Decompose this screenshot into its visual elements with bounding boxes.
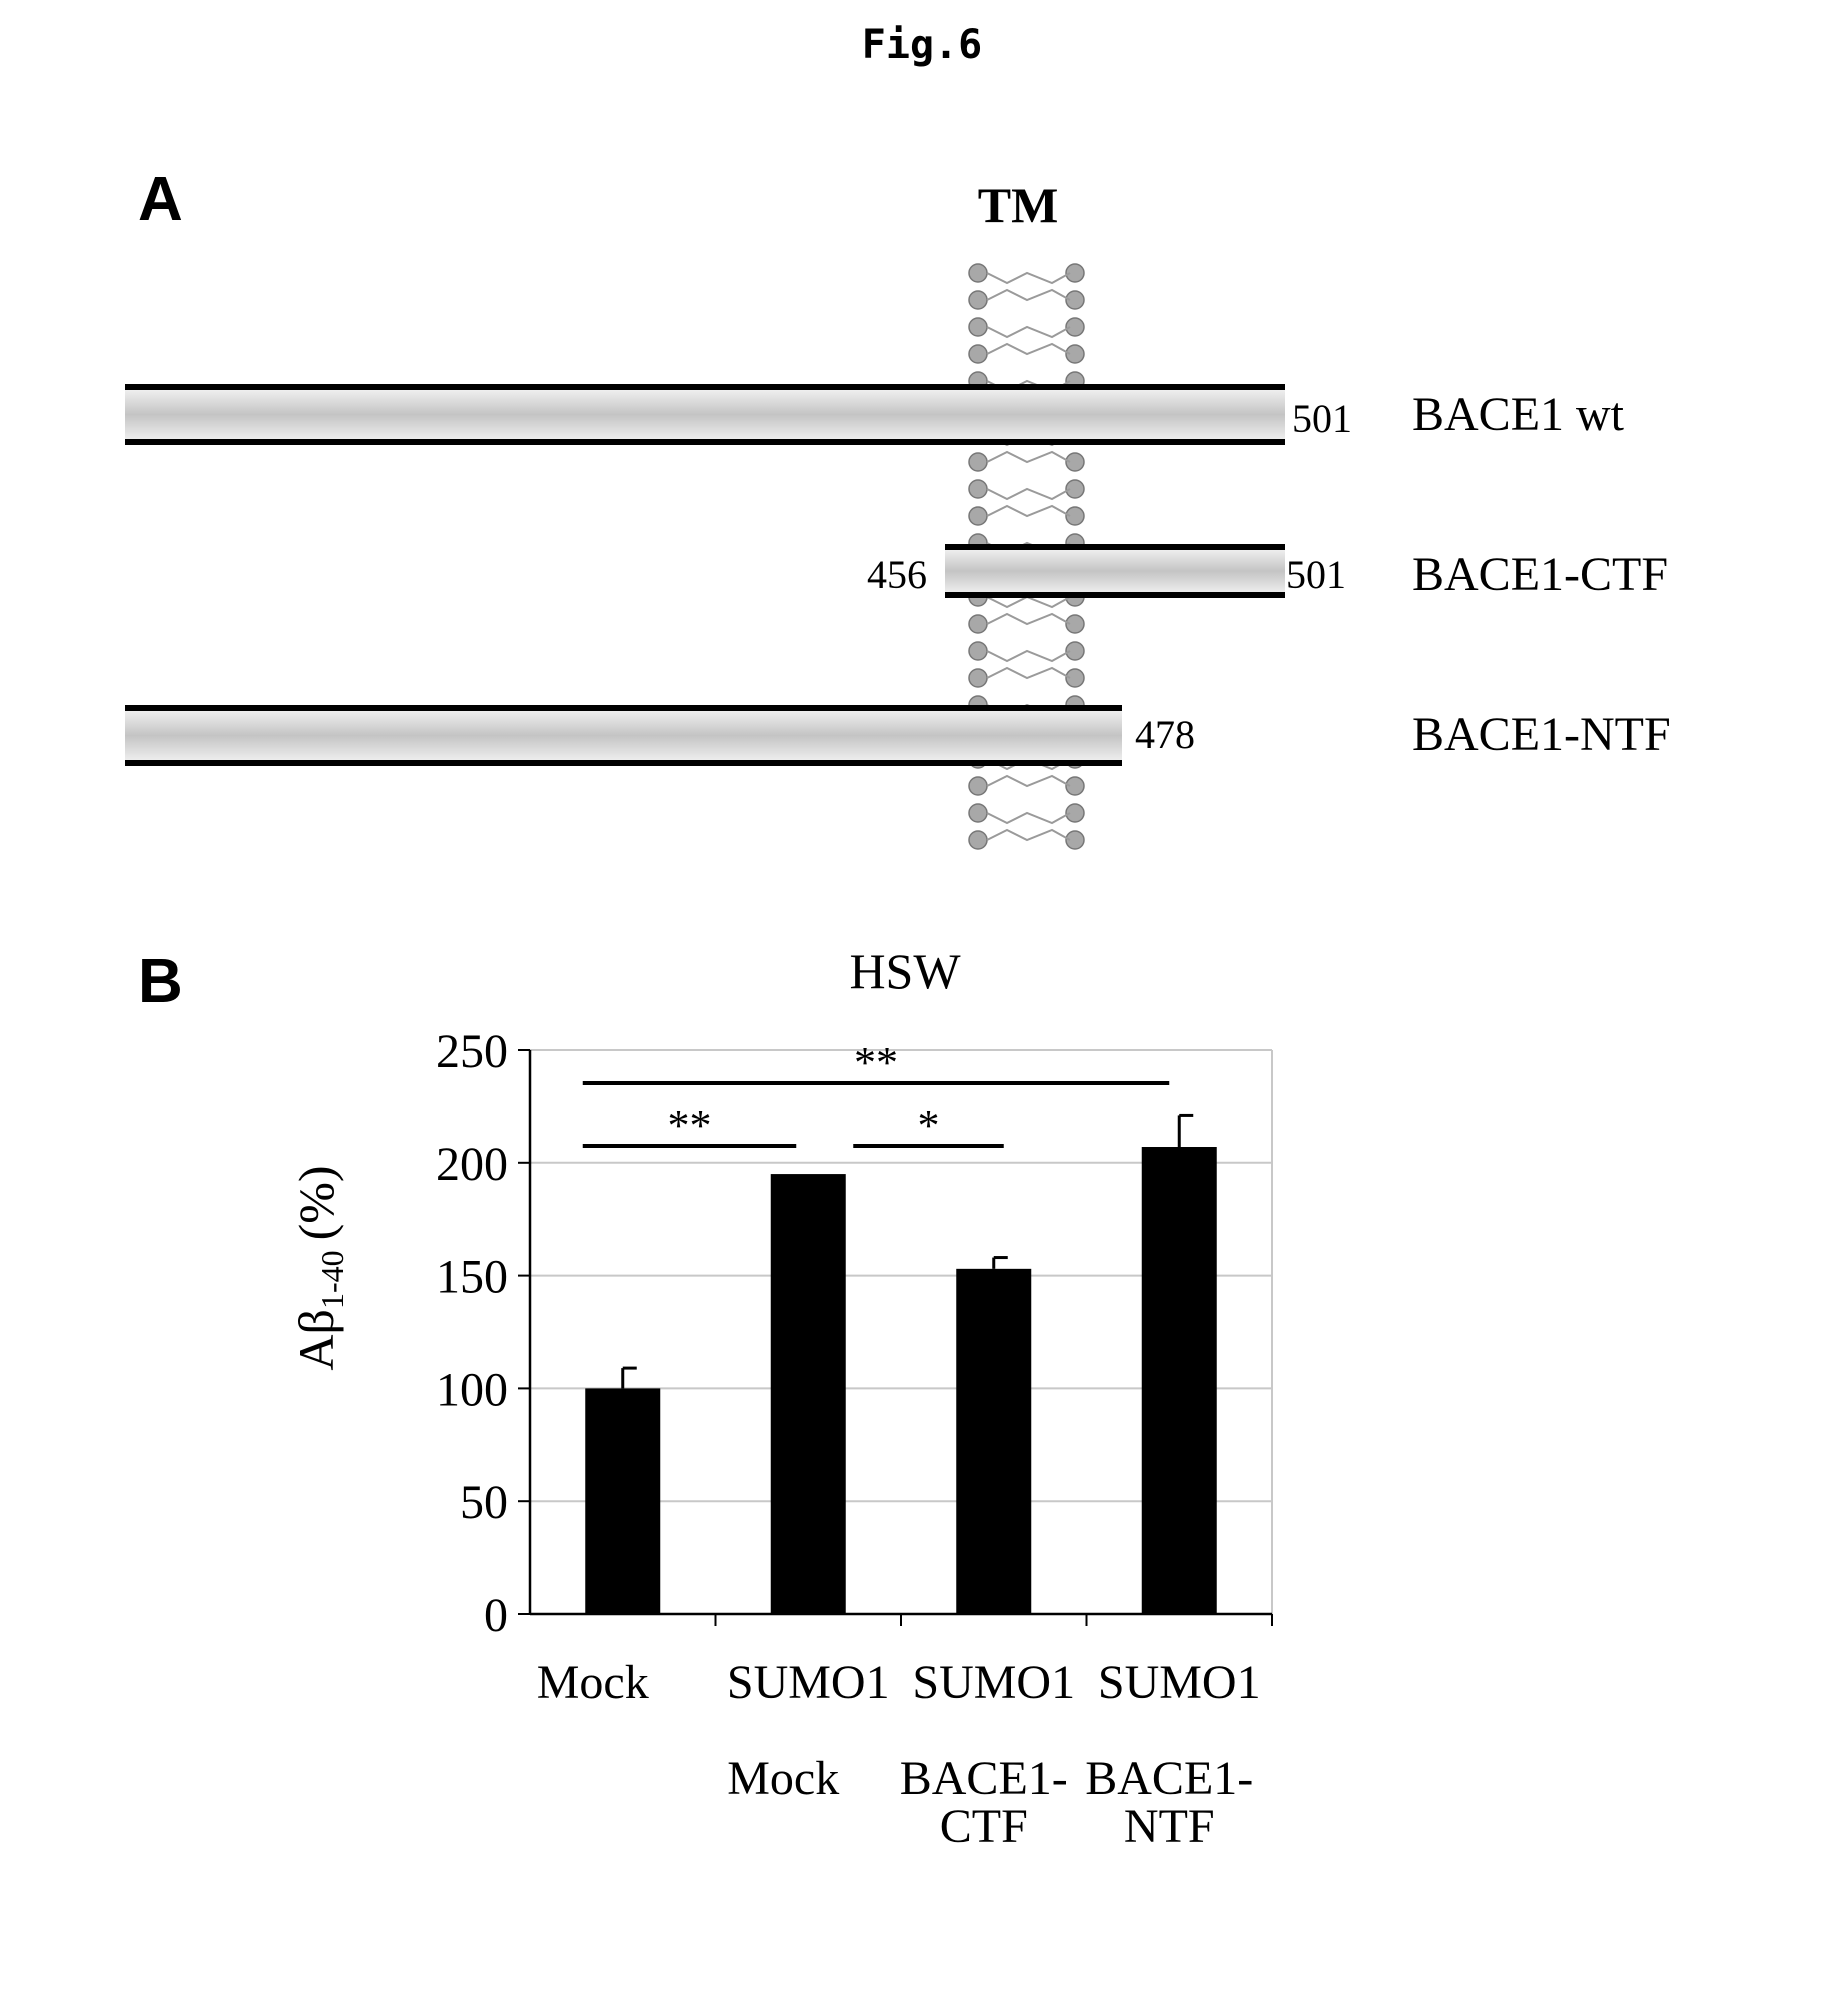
x-category-label: SUMO1 xyxy=(912,1656,1075,1709)
construct-bace1-ntf xyxy=(125,708,1122,763)
y-axis-label-main: Aβ xyxy=(288,1309,344,1371)
bar xyxy=(956,1269,1031,1614)
bace1-wt-name: BACE1 wt xyxy=(1412,388,1625,441)
y-axis-label: Aβ1-40 (%) xyxy=(288,1165,350,1370)
construct-bace1-wt xyxy=(125,387,1285,442)
bar-chart: 050100150200250 MockSUMO1MockSUMO1BACE1-… xyxy=(436,1025,1272,1853)
lipid-tail xyxy=(987,597,1070,607)
lipid-head-left xyxy=(969,642,987,660)
lipid-tail xyxy=(987,506,1070,516)
lipid-head-left xyxy=(969,615,987,633)
lipid-head-left xyxy=(969,777,987,795)
lipid-tail xyxy=(987,614,1070,624)
tm-label: TM xyxy=(978,177,1059,233)
significance-label: ** xyxy=(668,1101,712,1150)
lipid-tail xyxy=(987,452,1070,462)
x-category-label: CTF xyxy=(940,1800,1028,1853)
panel-a-label: A xyxy=(138,165,183,234)
bar xyxy=(585,1388,660,1614)
lipid-head-left xyxy=(969,345,987,363)
lipid-head-left xyxy=(969,264,987,282)
y-axis-label-subscript: 1-40 xyxy=(314,1250,350,1309)
lipid-tail xyxy=(987,327,1070,337)
chart-title: HSW xyxy=(849,943,961,999)
figure-title: Fig.6 xyxy=(862,22,982,68)
bar xyxy=(1142,1147,1217,1614)
lipid-tail xyxy=(987,290,1070,300)
lipid-head-left xyxy=(969,669,987,687)
x-category-label: Mock xyxy=(537,1656,649,1709)
x-category-label: Mock xyxy=(727,1752,839,1805)
y-axis-label-unit: (%) xyxy=(288,1165,344,1240)
significance-markers: ***** xyxy=(583,1038,1170,1150)
construct-bace1-ctf xyxy=(945,547,1285,595)
y-tick-labels: 0 50 100 150 200 250 xyxy=(436,1025,508,1642)
bace1-ctf-start-label: 456 xyxy=(867,552,927,597)
lipid-tail xyxy=(987,344,1070,354)
significance-label: * xyxy=(918,1101,940,1150)
bars xyxy=(585,1147,1217,1614)
lipid-head-left xyxy=(969,507,987,525)
lipid-tail xyxy=(987,651,1070,661)
x-category-label: SUMO1 xyxy=(1098,1656,1261,1709)
lipid-tail xyxy=(987,813,1070,823)
y-tick-label: 200 xyxy=(436,1138,508,1191)
y-tick-label: 100 xyxy=(436,1363,508,1416)
significance-label: ** xyxy=(854,1038,898,1087)
lipid-head-left xyxy=(969,804,987,822)
y-tick-label: 50 xyxy=(460,1476,508,1529)
bace1-ctf-name: BACE1-CTF xyxy=(1412,548,1668,601)
y-tick-label: 0 xyxy=(484,1589,508,1642)
lipid-tail xyxy=(987,668,1070,678)
x-category-label: SUMO1 xyxy=(727,1656,890,1709)
bace1-wt-bar xyxy=(125,387,1285,442)
lipid-head-left xyxy=(969,453,987,471)
lipid-tail xyxy=(987,776,1070,786)
bar xyxy=(771,1174,846,1614)
error-bars xyxy=(623,1115,1194,1388)
y-tick-label: 250 xyxy=(436,1025,508,1078)
bace1-ntf-end-label: 478 xyxy=(1135,712,1195,757)
bace1-ctf-bar xyxy=(945,547,1285,595)
x-category-label: BACE1- xyxy=(900,1752,1068,1805)
lipid-tail xyxy=(987,489,1070,499)
y-tick-label: 150 xyxy=(436,1251,508,1304)
lipid-head-left xyxy=(969,318,987,336)
bace1-ntf-name: BACE1-NTF xyxy=(1412,708,1671,761)
x-category-label: NTF xyxy=(1124,1800,1215,1853)
lipid-head-left xyxy=(969,831,987,849)
panel-b-label: B xyxy=(138,947,183,1016)
lipid-tail xyxy=(987,830,1070,840)
lipid-head-left xyxy=(969,291,987,309)
bace1-ntf-bar xyxy=(125,708,1122,763)
bace1-wt-end-label: 501 xyxy=(1292,396,1352,441)
x-category-labels: MockSUMO1MockSUMO1BACE1-CTFSUMO1BACE1-NT… xyxy=(537,1656,1261,1853)
x-category-label: BACE1- xyxy=(1085,1752,1253,1805)
lipid-tail xyxy=(987,273,1070,283)
lipid-head-left xyxy=(969,480,987,498)
bace1-ctf-end-label: 501 xyxy=(1286,552,1346,597)
